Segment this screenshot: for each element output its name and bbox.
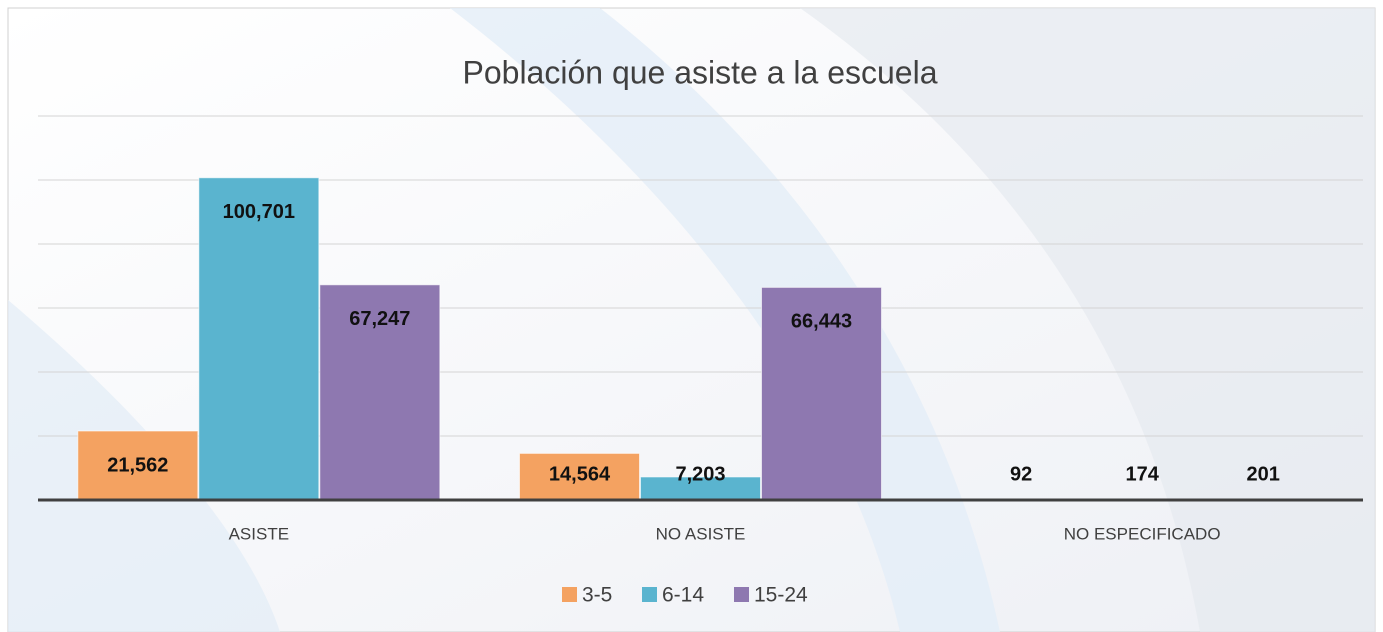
value-label: 21,562: [107, 454, 168, 476]
value-label: 66,443: [791, 311, 852, 333]
bar: [761, 286, 882, 501]
value-label: 201: [1246, 463, 1279, 485]
x-tick-label: NO ESPECIFICADO: [1064, 524, 1221, 543]
legend-swatch: [734, 587, 749, 602]
value-label: 7,203: [675, 463, 725, 485]
x-tick-label: ASISTE: [229, 524, 289, 543]
legend-label: 15-24: [754, 584, 808, 607]
legend-label: 6-14: [662, 584, 704, 607]
legend-swatch: [642, 587, 657, 602]
bar: [198, 177, 320, 501]
value-label: 100,701: [223, 201, 295, 223]
bar: [319, 284, 441, 501]
value-label: 67,247: [349, 308, 410, 330]
value-label: 14,564: [549, 463, 611, 485]
decoration: [800, 8, 1375, 632]
bar: [519, 452, 640, 501]
legend-swatch: [562, 587, 577, 602]
legend-label: 3-5: [582, 584, 612, 607]
value-label: 174: [1125, 463, 1159, 485]
value-label: 92: [1010, 463, 1032, 485]
bar: [77, 430, 199, 501]
chart-title: Población que asiste a la escuela: [463, 54, 938, 90]
x-tick-label: NO ASISTE: [656, 524, 746, 543]
